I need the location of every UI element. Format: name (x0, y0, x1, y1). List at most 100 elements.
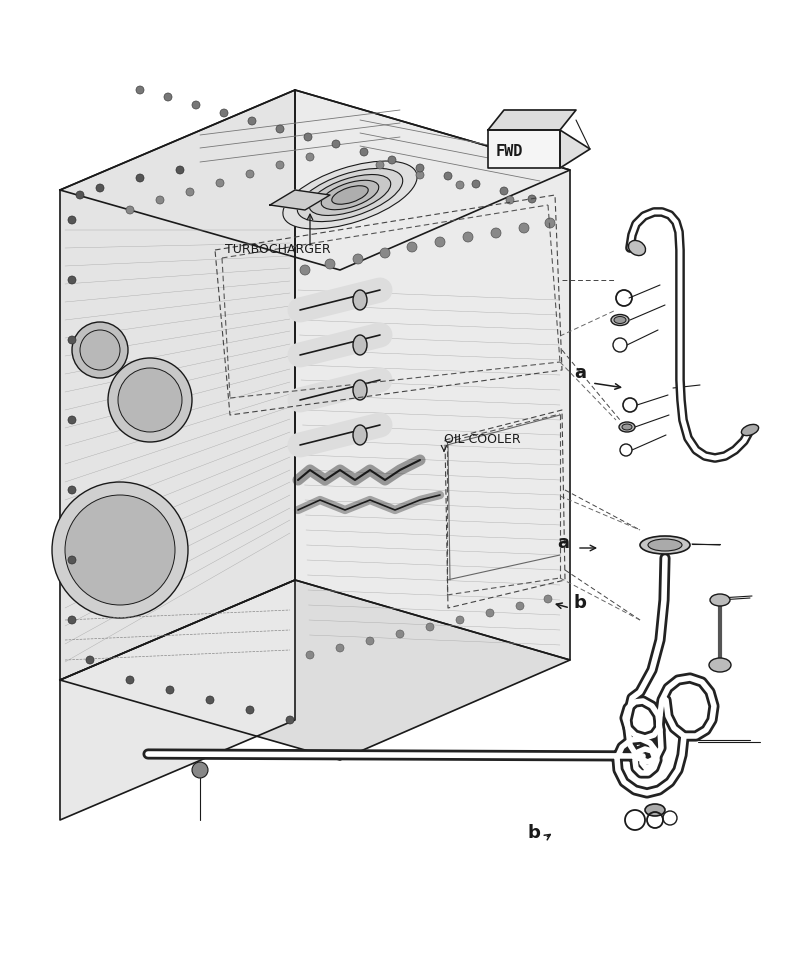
Circle shape (164, 93, 172, 101)
Circle shape (246, 170, 254, 178)
Circle shape (306, 651, 314, 659)
Ellipse shape (648, 539, 682, 551)
Circle shape (300, 265, 310, 275)
Circle shape (126, 676, 134, 684)
Polygon shape (60, 580, 570, 760)
Ellipse shape (629, 240, 645, 256)
Circle shape (332, 140, 340, 148)
Circle shape (86, 656, 94, 664)
Circle shape (500, 187, 508, 195)
Circle shape (68, 486, 76, 494)
Ellipse shape (710, 594, 730, 606)
Circle shape (416, 171, 424, 179)
Text: a: a (574, 364, 586, 382)
Text: FWD: FWD (496, 144, 524, 159)
Circle shape (426, 623, 434, 631)
Text: TURBOCHARGER: TURBOCHARGER (225, 243, 330, 256)
Circle shape (176, 166, 184, 174)
Circle shape (304, 133, 312, 141)
Circle shape (68, 336, 76, 344)
Ellipse shape (353, 380, 367, 400)
Text: a: a (557, 534, 569, 552)
Ellipse shape (309, 175, 390, 215)
Ellipse shape (614, 316, 626, 324)
Circle shape (516, 602, 524, 610)
Polygon shape (560, 130, 590, 168)
Circle shape (463, 232, 473, 242)
Polygon shape (270, 190, 330, 210)
Circle shape (416, 164, 424, 172)
Polygon shape (295, 90, 570, 660)
Circle shape (76, 191, 84, 199)
Polygon shape (488, 130, 560, 168)
Circle shape (192, 762, 208, 778)
Circle shape (186, 188, 194, 196)
Polygon shape (488, 110, 576, 130)
Circle shape (156, 196, 164, 204)
Circle shape (68, 556, 76, 564)
Circle shape (380, 248, 390, 258)
Circle shape (248, 117, 256, 125)
Circle shape (80, 330, 120, 370)
Circle shape (206, 696, 214, 704)
Circle shape (472, 180, 480, 188)
Circle shape (72, 322, 128, 378)
Polygon shape (60, 90, 295, 680)
Circle shape (366, 637, 374, 645)
Circle shape (506, 196, 514, 204)
Circle shape (360, 148, 368, 156)
Circle shape (353, 254, 363, 264)
Circle shape (68, 216, 76, 224)
Ellipse shape (622, 424, 632, 430)
Circle shape (68, 276, 76, 284)
Text: OIL COOLER: OIL COOLER (444, 433, 520, 446)
Ellipse shape (640, 536, 690, 554)
Circle shape (220, 109, 228, 117)
Polygon shape (60, 580, 295, 820)
Ellipse shape (741, 425, 759, 435)
Circle shape (306, 153, 314, 161)
Circle shape (325, 259, 335, 269)
Ellipse shape (297, 168, 402, 222)
Circle shape (396, 630, 404, 638)
Circle shape (136, 86, 144, 94)
Circle shape (444, 172, 452, 180)
Circle shape (276, 125, 284, 133)
Circle shape (96, 184, 104, 192)
Ellipse shape (611, 314, 629, 326)
Ellipse shape (353, 335, 367, 355)
Circle shape (286, 716, 294, 724)
Circle shape (519, 223, 529, 233)
Circle shape (216, 179, 224, 187)
Circle shape (192, 101, 200, 109)
Circle shape (246, 706, 254, 714)
Circle shape (376, 161, 384, 169)
Circle shape (136, 174, 144, 182)
Ellipse shape (619, 422, 635, 432)
Ellipse shape (645, 804, 665, 816)
Circle shape (435, 237, 445, 247)
Circle shape (126, 206, 134, 214)
Circle shape (166, 686, 174, 694)
Circle shape (65, 495, 175, 605)
Circle shape (52, 482, 188, 618)
Circle shape (388, 156, 396, 164)
Circle shape (544, 595, 552, 603)
Circle shape (456, 181, 464, 189)
Circle shape (276, 161, 284, 169)
Circle shape (68, 416, 76, 424)
Ellipse shape (332, 185, 368, 205)
Ellipse shape (283, 161, 417, 229)
Circle shape (545, 218, 555, 228)
Circle shape (108, 358, 192, 442)
Polygon shape (60, 90, 570, 270)
Ellipse shape (353, 290, 367, 310)
Circle shape (407, 242, 417, 252)
Circle shape (336, 644, 344, 652)
Circle shape (68, 616, 76, 624)
Circle shape (528, 195, 536, 203)
Circle shape (118, 368, 182, 432)
Text: b: b (574, 594, 587, 612)
Circle shape (456, 616, 464, 624)
Circle shape (486, 609, 494, 617)
